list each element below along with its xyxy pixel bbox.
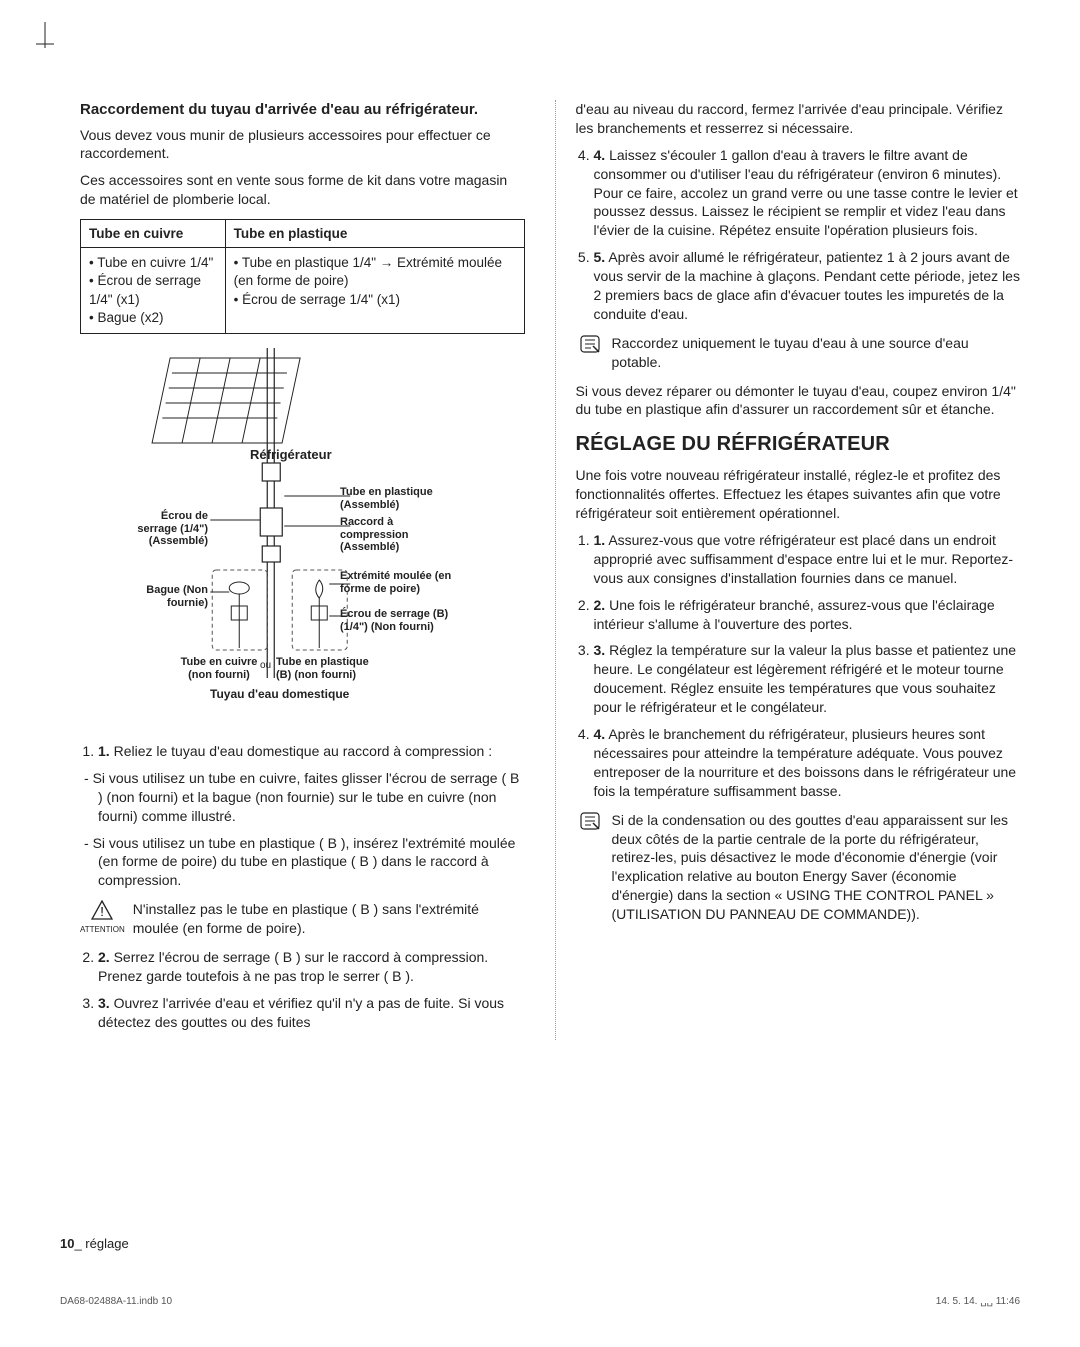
label-raccord: Raccord à compression (Assemblé) — [340, 516, 450, 554]
step-4: 4. Laissez s'écouler 1 gallon d'eau à tr… — [594, 146, 1021, 240]
right-steps-45: 4. Laissez s'écouler 1 gallon d'eau à tr… — [576, 146, 1021, 324]
meta-right: 14. 5. 14. ␣␣ 11:46 — [936, 1296, 1020, 1307]
label-bague: Bague (Non fournie) — [136, 584, 208, 609]
kit-cell-copper: Tube en cuivre 1/4" Écrou de serrage 1/4… — [81, 248, 226, 334]
label-ou: ou — [260, 660, 271, 672]
rstep-1-text: Assurez-vous que votre réfrigérateur est… — [594, 532, 1014, 586]
reglage-steps: 1. Assurez-vous que votre réfrigérateur … — [576, 531, 1021, 801]
left-steps-1: 1. Reliez le tuyau d'eau domestique au r… — [80, 742, 525, 761]
step-3: 3. Ouvrez l'arrivée d'eau et vérifiez qu… — [98, 994, 525, 1032]
label-bottom-left: Tube en cuivre (non fourni) — [178, 656, 260, 681]
note-tail: Si vous devez réparer ou démonter le tuy… — [576, 382, 1021, 420]
note-callout: Raccordez uniquement le tuyau d'eau à un… — [576, 334, 1021, 372]
step-4-text: Laissez s'écouler 1 gallon d'eau à trave… — [594, 147, 1018, 239]
meta-left: DA68-02488A-11.indb 10 — [60, 1296, 172, 1307]
label-tube-plast: Tube en plastique (Assemblé) — [340, 486, 450, 511]
kit-header-copper: Tube en cuivre — [81, 220, 226, 248]
step-5-text: Après avoir allumé le réfrigérateur, pat… — [594, 249, 1020, 322]
label-ecrou-b: Écrou de serrage (B) (1/4") (Non fourni) — [340, 608, 460, 633]
label-bottom-right: Tube en plastique (B) (non fourni) — [276, 656, 386, 681]
label-ecrou: Écrou de serrage (1/4") (Assemblé) — [136, 510, 208, 548]
left-para1: Vous devez vous munir de plusieurs acces… — [80, 126, 525, 164]
section-intro: Une fois votre nouveau réfrigérateur ins… — [576, 466, 1021, 523]
kit-item: Écrou de serrage 1/4" (x1) — [89, 272, 217, 308]
kit-cell-plastic: Tube en plastique 1/4" → Extrémité moulé… — [225, 248, 524, 334]
section-title: RÉGLAGE DU RÉFRIGÉRATEUR — [576, 433, 1021, 456]
left-steps-2: 2. Serrez l'écrou de serrage ( B ) sur l… — [80, 948, 525, 1032]
note-icon — [576, 334, 604, 372]
kit-item: Tube en plastique 1/4" → Extrémité moulé… — [234, 254, 516, 290]
rstep-4: 4. Après le branchement du réfrigérateur… — [594, 725, 1021, 801]
left-para2: Ces accessoires sont en vente sous forme… — [80, 171, 525, 209]
diagram-caption: Tuyau d'eau domestique — [210, 688, 349, 702]
left-heading: Raccordement du tuyau d'arrivée d'eau au… — [80, 100, 525, 120]
kit-item: Bague (x2) — [89, 309, 217, 327]
kit-header-plastic: Tube en plastique — [225, 220, 524, 248]
step-2: 2. Serrez l'écrou de serrage ( B ) sur l… — [98, 948, 525, 986]
label-extremite: Extrémité moulée (en forme de poire) — [340, 570, 460, 595]
rstep-4-text: Après le branchement du réfrigérateur, p… — [594, 726, 1017, 799]
left-dash-list: Si vous utilisez un tube en cuivre, fait… — [80, 769, 525, 890]
crop-mark-icon — [36, 22, 54, 48]
kit-item: Écrou de serrage 1/4" (x1) — [234, 291, 516, 309]
kit-item: Tube en cuivre 1/4" — [89, 254, 217, 272]
dash-1: Si vous utilisez un tube en cuivre, fait… — [98, 769, 525, 826]
attention-text: N'installez pas le tube en plastique ( B… — [133, 900, 525, 938]
water-line-diagram: Réfrigérateur Écrou de serrage (1/4") (A… — [80, 348, 525, 728]
rstep-3: 3. Réglez la température sur la valeur l… — [594, 641, 1021, 717]
rstep-1: 1. Assurez-vous que votre réfrigérateur … — [594, 531, 1021, 588]
left-column: Raccordement du tuyau d'arrivée d'eau au… — [80, 100, 525, 1040]
rstep-2: 2. Une fois le réfrigérateur branché, as… — [594, 596, 1021, 634]
note-text: Raccordez uniquement le tuyau d'eau à un… — [612, 334, 1021, 372]
page-footer: 10_ réglage — [60, 1236, 129, 1251]
rstep-3-text: Réglez la température sur la valeur la p… — [594, 642, 1017, 715]
right-column: d'eau au niveau du raccord, fermez l'arr… — [555, 100, 1021, 1040]
page-number: 10 — [60, 1236, 74, 1251]
attention-callout: ! ATTENTION N'installez pas le tube en p… — [80, 900, 525, 938]
step-3-text: Ouvrez l'arrivée d'eau et vérifiez qu'il… — [98, 995, 504, 1030]
page-label: _ réglage — [74, 1236, 128, 1251]
step-1-text: Reliez le tuyau d'eau domestique au racc… — [114, 743, 493, 759]
attention-label: ATTENTION — [80, 925, 125, 934]
note2-callout: Si de la condensation ou des gouttes d'e… — [576, 811, 1021, 924]
diagram-title: Réfrigérateur — [250, 448, 332, 463]
step-2-text: Serrez l'écrou de serrage ( B ) sur le r… — [98, 949, 488, 984]
note2-icon — [576, 811, 604, 924]
note2-text: Si de la condensation ou des gouttes d'e… — [612, 811, 1021, 924]
right-continuation: d'eau au niveau du raccord, fermez l'arr… — [576, 100, 1021, 138]
dash-2: Si vous utilisez un tube en plastique ( … — [98, 834, 525, 891]
rstep-2-text: Une fois le réfrigérateur branché, assur… — [594, 597, 995, 632]
svg-text:!: ! — [101, 904, 105, 919]
attention-icon: ! ATTENTION — [80, 900, 125, 938]
page-columns: Raccordement du tuyau d'arrivée d'eau au… — [80, 100, 1020, 1040]
kit-table: Tube en cuivre Tube en plastique Tube en… — [80, 219, 525, 334]
step-1: 1. Reliez le tuyau d'eau domestique au r… — [98, 742, 525, 761]
step-5: 5. Après avoir allumé le réfrigérateur, … — [594, 248, 1021, 324]
